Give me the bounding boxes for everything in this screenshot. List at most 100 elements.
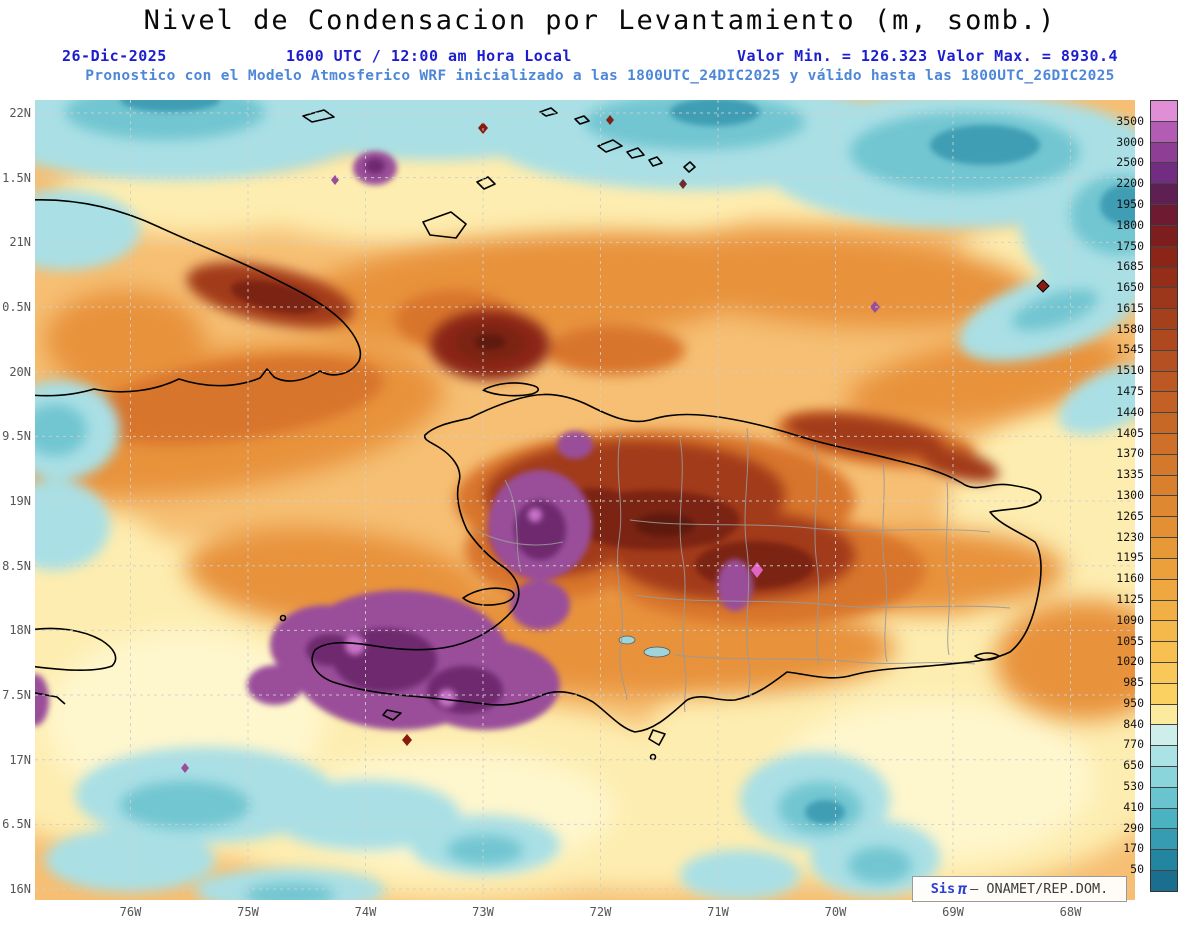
lat-axis: 22N 1.5N 21N 0.5N 20N 9.5N 19N 8.5N 18N 7.5N 17N 6.… — [0, 0, 33, 927]
lat-tick-label: 17N — [9, 752, 31, 767]
colorbar-tick-label: 1615 — [1116, 300, 1144, 315]
lat-tick-label: 18N — [9, 623, 31, 638]
ile-a-vache-coastline — [382, 709, 402, 721]
model-info-line: Pronostico con el Modelo Atmosferico WRF… — [85, 68, 1115, 84]
colorbar-tick-label: 1685 — [1116, 259, 1144, 274]
lat-tick-label: 6.5N — [2, 817, 31, 832]
colorbar-swatch — [1151, 434, 1177, 455]
colorbar-tick-label: 1750 — [1116, 238, 1144, 253]
lon-tick-label: 71W — [707, 905, 729, 919]
colorbar-tick-label: 1800 — [1116, 217, 1144, 232]
bahamas-islet — [574, 115, 590, 125]
colorbar-tick-label: 170 — [1123, 841, 1144, 856]
jamaica-coast-fragment — [35, 692, 66, 705]
colorbar-tick-label: 840 — [1123, 716, 1144, 731]
colorbar-swatch — [1151, 413, 1177, 434]
colorbar-swatch — [1151, 454, 1177, 476]
colorbar-swatch — [1151, 288, 1177, 310]
lat-tick-label: 22N — [9, 106, 31, 120]
bahamas-islet — [302, 109, 335, 123]
colorbar-tick-label: 1090 — [1116, 612, 1144, 627]
colorbar-tick-label: 1370 — [1116, 446, 1144, 461]
colorbar-tick-label: 770 — [1123, 737, 1144, 752]
lat-tick-label: 16N — [9, 882, 31, 897]
colorbar-tick-label: 1265 — [1116, 508, 1144, 523]
colorbar-swatch — [1151, 475, 1177, 497]
colorbar-swatch — [1151, 184, 1177, 206]
colorbar-swatch — [1151, 392, 1177, 414]
colorbar-swatch — [1151, 558, 1177, 580]
lon-tick-label: 72W — [589, 905, 612, 919]
colorbar-swatch — [1151, 225, 1177, 247]
navassa-islet — [279, 614, 287, 622]
colorbar-tick-label: 1125 — [1116, 591, 1144, 606]
colorbar-swatch — [1151, 746, 1177, 767]
caicos-islet — [626, 147, 645, 159]
colorbar-tick-label: 1545 — [1116, 342, 1144, 357]
lakes — [618, 635, 671, 658]
cuba-coastline — [35, 198, 362, 397]
colorbar-tick-label: 985 — [1123, 675, 1144, 690]
map-canvas — [35, 100, 1135, 900]
lat-tick-label: 7.5N — [2, 688, 31, 703]
colorbar-swatches — [1150, 100, 1178, 892]
forecast-date: 26-Dic-2025 — [62, 47, 167, 65]
colorbar-swatch — [1151, 662, 1177, 684]
province-boundaries — [474, 427, 1011, 713]
colorbar-swatch — [1151, 767, 1177, 788]
colorbar-tick-label: 2500 — [1116, 155, 1144, 170]
colorbar-tick-label: 1300 — [1116, 488, 1144, 502]
colorbar-swatch — [1151, 205, 1177, 226]
caicos-islet — [648, 156, 663, 167]
colorbar-tick-label: 1440 — [1116, 404, 1144, 419]
colorbar-tick-label: 290 — [1123, 820, 1144, 835]
lcl-specks — [181, 115, 1050, 773]
colorbar-tick-label: 1055 — [1116, 633, 1144, 648]
great-inagua-coastline — [422, 211, 467, 239]
lat-tick-label: 19N — [9, 494, 31, 509]
colorbar-swatch — [1151, 787, 1177, 809]
page-title: Nivel de Condensacion por Levantamiento … — [143, 5, 1057, 36]
colorbar-swatch — [1151, 121, 1177, 143]
colorbar-swatch — [1151, 329, 1177, 351]
colorbar-tick-label: 1335 — [1116, 467, 1144, 482]
colorbar-swatch — [1151, 704, 1177, 726]
lon-axis: 76W 75W 74W 73W 72W 71W 70W 69W 68W — [35, 904, 1135, 924]
colorbar-swatch — [1151, 101, 1177, 122]
colorbar-tick-label: 1195 — [1116, 550, 1144, 565]
colorbar-tick-label: 1510 — [1116, 363, 1144, 378]
colorbar-swatch — [1151, 600, 1177, 622]
colorbar-swatch — [1151, 142, 1177, 164]
colorbar-swatch — [1151, 579, 1177, 601]
lon-tick-label: 73W — [472, 905, 494, 919]
colorbar-swatch — [1151, 538, 1177, 559]
colorbar-swatch — [1151, 621, 1177, 643]
lat-tick-label: 0.5N — [2, 300, 31, 314]
weather-map — [35, 100, 1135, 900]
colorbar-swatch — [1151, 808, 1177, 830]
gonave-coastline — [462, 587, 515, 606]
colorbar-swatch — [1151, 725, 1177, 747]
colorbar-swatch — [1151, 642, 1177, 663]
value-min-label: Valor Min. = 126.323 — [737, 47, 928, 65]
colorbar-swatch — [1151, 309, 1177, 330]
lat-tick-label: 8.5N — [2, 558, 31, 573]
attribution-box: Sis π — ONAMET/REP.DOM. — [912, 876, 1127, 902]
colorbar-tick-label: 3500 — [1116, 113, 1144, 128]
bahamas-islet — [539, 107, 558, 117]
lcl-cyan-regions — [35, 100, 1135, 900]
colorbar-swatch — [1151, 850, 1177, 872]
colorbar-tick-label: 3000 — [1116, 134, 1144, 149]
colorbar-tick-label: 2200 — [1116, 176, 1144, 191]
lat-tick-label: 1.5N — [2, 170, 31, 185]
tortuga-coastline — [482, 382, 540, 397]
colorbar-tick-label: 530 — [1123, 779, 1144, 794]
colorbar-swatch — [1151, 829, 1177, 851]
jamaica-coastline — [35, 627, 117, 671]
lon-tick-label: 75W — [237, 905, 259, 919]
little-inagua-coastline — [476, 176, 496, 190]
colorbar-tick-label: 1475 — [1116, 384, 1144, 399]
lat-tick-label: 21N — [9, 235, 31, 250]
lon-tick-label: 76W — [119, 905, 142, 919]
lon-tick-label: 68W — [1059, 905, 1082, 919]
